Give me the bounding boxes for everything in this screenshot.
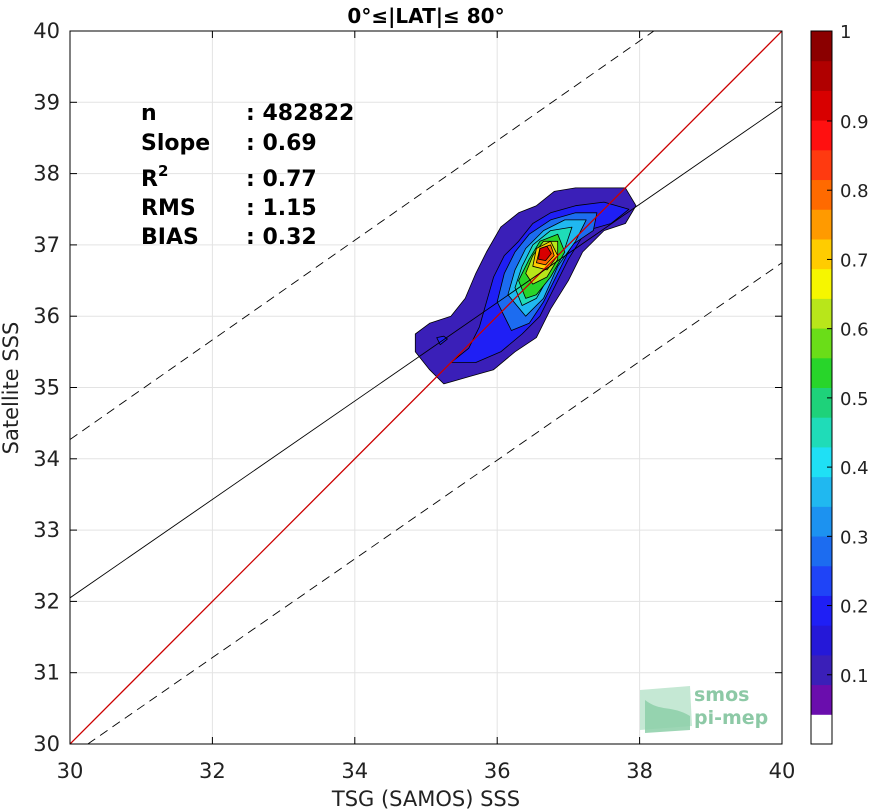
colorbar-segment-17	[811, 209, 832, 240]
y-axis-label: Satellite SSS	[0, 322, 23, 455]
stat-value-4: : 0.32	[246, 225, 317, 250]
y-tick-label-10: 40	[33, 19, 60, 43]
stat-label-3: RMS	[141, 196, 196, 221]
colorbar-segment-21	[811, 90, 832, 121]
stat-value-1: : 0.69	[246, 131, 317, 156]
y-tick-label-8: 38	[33, 162, 60, 186]
x-tick-label-2: 34	[341, 759, 368, 783]
colorbar-segment-7	[811, 506, 832, 537]
upper-bound-line	[70, 31, 655, 440]
colorbar-segment-13	[811, 328, 832, 359]
stat-label-2: R2	[141, 162, 168, 192]
reference-lines	[70, 31, 782, 744]
colorbar-segment-0	[811, 714, 832, 745]
x-tick-label-5: 40	[769, 759, 796, 783]
stat-label-1: Slope	[141, 131, 210, 156]
stats-box: n : 482822 Slope : 0.69 R2 : 0.77 RMS : 1.15 BIA…	[141, 101, 354, 250]
identity-line	[70, 31, 782, 744]
y-tick-label-9: 39	[33, 90, 60, 114]
colorbar-segment-9	[811, 446, 832, 478]
x-tick-label-3: 36	[484, 759, 511, 783]
stat-label-4: BIAS	[141, 225, 199, 250]
y-tick-label-2: 32	[33, 589, 60, 613]
density-contours	[414, 187, 637, 385]
colorbar-segment-2	[811, 654, 832, 686]
colorbar-segment-4	[811, 595, 832, 626]
colorbar-segment-11	[811, 387, 832, 418]
chart-title: 0°≤|LAT|≤ 80°	[347, 4, 504, 28]
colorbar-segment-10	[811, 417, 832, 448]
y-tick-label-0: 30	[33, 732, 60, 756]
y-tick-label-4: 34	[33, 447, 60, 471]
colorbar-tick-label-3: 0.4	[840, 458, 869, 479]
colorbar-segment-6	[811, 536, 832, 567]
colorbar-segment-14	[811, 298, 832, 329]
stat-label-sup-2: 2	[158, 162, 168, 180]
colorbar-segment-19	[811, 149, 832, 181]
colorbar-tick-label-5: 0.6	[840, 320, 869, 341]
stat-value-0: : 482822	[246, 101, 354, 126]
x-tick-label-4: 38	[626, 759, 653, 783]
colorbar-tick-label-2: 0.3	[840, 527, 869, 548]
colorbar-tick-label-4: 0.5	[840, 389, 869, 410]
stat-label-0: n	[141, 101, 157, 126]
logo-line2: pi-mep	[694, 707, 768, 729]
colorbar-segment-8	[811, 476, 832, 507]
density-contour-9	[538, 245, 552, 262]
x-tick-label-0: 30	[57, 759, 84, 783]
colorbar-segment-22	[811, 60, 832, 91]
colorbar-segment-12	[811, 357, 832, 388]
colorbar-segment-16	[811, 238, 832, 270]
y-tick-label-6: 36	[33, 304, 60, 328]
colorbar-segment-20	[811, 120, 832, 151]
colorbar-tick-label-0: 0.1	[840, 666, 869, 687]
y-axis-ticks: 30 31 32 33 34 35 36 37 38 39 40	[33, 19, 782, 756]
smos-pimep-logo: smos pi-mep	[640, 684, 768, 733]
logo-wave-icon-2	[645, 700, 690, 733]
stat-value-2: : 0.77	[246, 167, 317, 192]
y-tick-label-3: 33	[33, 518, 60, 542]
colorbar-tick-label-6: 0.7	[840, 250, 869, 271]
colorbar-tick-label-1: 0.2	[840, 597, 869, 618]
stat-value-3: : 1.15	[246, 196, 317, 221]
y-tick-label-5: 35	[33, 376, 60, 400]
x-tick-label-1: 32	[199, 759, 226, 783]
colorbar-segment-1	[811, 684, 832, 715]
colorbar-segment-5	[811, 565, 832, 596]
y-tick-label-1: 31	[33, 661, 60, 685]
regression-line	[70, 105, 782, 599]
y-tick-label-7: 37	[33, 233, 60, 257]
colorbar-tick-label-7: 0.8	[840, 181, 869, 202]
colorbar-segment-15	[811, 268, 832, 299]
x-axis-label: TSG (SAMOS) SSS	[331, 787, 520, 811]
colorbar-tick-label-8: 0.9	[840, 112, 869, 133]
colorbar-frame	[810, 30, 833, 745]
colorbar-tick-label-9: 1	[840, 22, 851, 43]
x-axis-ticks: 30 32 34 36 38 40	[57, 31, 796, 783]
colorbar-segment-18	[811, 179, 832, 210]
colorbar-segment-23	[811, 31, 832, 62]
lower-bound-line	[87, 262, 782, 744]
colorbar-segment-3	[811, 625, 832, 656]
colorbar: 0.1 0.2 0.3 0.4 0.5 0.6 0.7 0.8 0.9 1	[810, 22, 869, 745]
logo-line1: smos	[694, 684, 749, 706]
